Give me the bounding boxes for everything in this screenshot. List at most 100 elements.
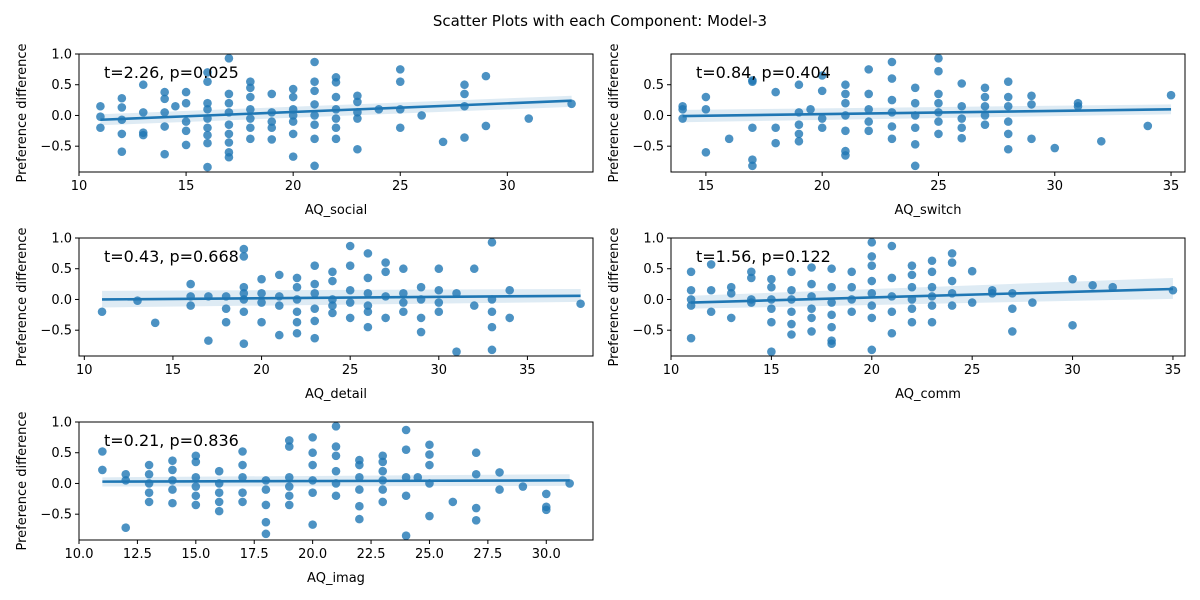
data-point bbox=[867, 238, 877, 247]
y-tick-label: 1.0 bbox=[51, 232, 72, 247]
data-point bbox=[117, 103, 127, 112]
data-point bbox=[288, 84, 298, 94]
y-tick-label: 0.0 bbox=[643, 109, 664, 124]
y-tick-label: 0.5 bbox=[51, 446, 72, 461]
data-point bbox=[328, 276, 337, 286]
data-point bbox=[706, 260, 716, 269]
data-point bbox=[308, 448, 317, 458]
data-point bbox=[224, 129, 234, 139]
data-point bbox=[133, 296, 142, 305]
data-point bbox=[239, 307, 249, 317]
data-point bbox=[417, 111, 426, 120]
data-point bbox=[887, 307, 897, 317]
data-point bbox=[168, 456, 177, 466]
data-point bbox=[191, 457, 201, 467]
data-point bbox=[238, 497, 247, 507]
y-tick-label: 0.5 bbox=[643, 78, 664, 93]
data-point bbox=[331, 451, 341, 461]
data-point bbox=[1028, 298, 1037, 307]
data-point bbox=[807, 313, 816, 323]
data-point bbox=[239, 282, 249, 292]
data-point bbox=[399, 264, 408, 274]
data-point bbox=[434, 307, 444, 317]
data-point bbox=[246, 92, 255, 102]
data-point bbox=[864, 65, 873, 74]
data-point bbox=[288, 117, 298, 126]
data-point bbox=[460, 133, 469, 142]
data-point bbox=[487, 322, 497, 332]
data-point bbox=[246, 77, 255, 86]
data-point bbox=[191, 473, 201, 482]
x-tick-label: 25 bbox=[964, 363, 981, 378]
data-point bbox=[96, 123, 105, 133]
data-point bbox=[331, 422, 341, 431]
data-point bbox=[827, 282, 836, 292]
data-point bbox=[239, 289, 249, 298]
data-point bbox=[841, 80, 850, 90]
data-point bbox=[1108, 282, 1118, 292]
data-point bbox=[416, 327, 426, 337]
y-tick-label: −0.5 bbox=[40, 508, 72, 523]
data-point bbox=[284, 491, 294, 501]
data-point bbox=[239, 244, 249, 254]
x-tick-label: 10 bbox=[663, 363, 680, 378]
scatter-panel: 10 15 20 25 30 35 −0.5 0.0 0.5 1.0 AQ_detail Prefer… bbox=[15, 227, 594, 402]
data-point bbox=[576, 299, 585, 309]
data-point bbox=[1027, 91, 1036, 101]
x-tick-label: 20 bbox=[253, 363, 270, 378]
data-point bbox=[378, 485, 388, 494]
data-point bbox=[416, 313, 426, 323]
data-point bbox=[907, 261, 917, 270]
data-point bbox=[452, 347, 461, 356]
data-point bbox=[331, 491, 341, 501]
data-point bbox=[121, 523, 131, 533]
plot-area bbox=[97, 238, 585, 356]
data-point bbox=[907, 282, 917, 292]
data-point bbox=[416, 282, 426, 292]
data-point bbox=[864, 89, 873, 99]
data-point bbox=[927, 282, 937, 292]
data-point bbox=[787, 319, 796, 329]
data-point bbox=[967, 298, 977, 307]
data-point bbox=[927, 317, 937, 327]
data-point bbox=[867, 261, 877, 270]
data-point bbox=[425, 511, 434, 521]
data-point bbox=[257, 298, 266, 307]
data-point bbox=[967, 266, 977, 276]
data-point bbox=[1143, 121, 1153, 131]
data-point bbox=[310, 57, 319, 67]
data-point bbox=[310, 77, 319, 86]
x-tick-label: 30 bbox=[499, 179, 516, 194]
data-point bbox=[726, 313, 736, 323]
data-point bbox=[706, 307, 716, 317]
regression-line bbox=[102, 294, 581, 301]
data-point bbox=[867, 252, 877, 261]
data-point bbox=[181, 98, 191, 108]
data-point bbox=[310, 100, 319, 109]
data-point bbox=[363, 273, 373, 283]
data-point bbox=[907, 317, 917, 327]
data-point bbox=[353, 114, 362, 123]
data-point bbox=[927, 256, 937, 266]
data-point bbox=[214, 506, 224, 516]
data-point bbox=[401, 473, 411, 482]
data-point bbox=[378, 451, 388, 461]
stats-annotation: t=0.43, p=0.668 bbox=[104, 247, 239, 266]
data-point bbox=[381, 267, 390, 277]
data-point bbox=[469, 264, 479, 274]
data-point bbox=[355, 473, 364, 482]
data-point bbox=[399, 307, 408, 317]
x-tick-label: 30 bbox=[1064, 363, 1081, 378]
stats-annotation: t=0.84, p=0.404 bbox=[696, 63, 831, 82]
data-point bbox=[274, 270, 284, 280]
data-point bbox=[748, 123, 757, 133]
regression-line bbox=[691, 287, 1173, 304]
y-axis-label: Preference difference bbox=[15, 411, 30, 550]
data-point bbox=[328, 301, 337, 310]
axes-frame bbox=[78, 237, 594, 357]
y-axis-label: Preference difference bbox=[15, 227, 30, 366]
data-point bbox=[787, 267, 796, 277]
x-axis-label: AQ_imag bbox=[307, 571, 365, 586]
y-tick-label: 0.5 bbox=[51, 78, 72, 93]
